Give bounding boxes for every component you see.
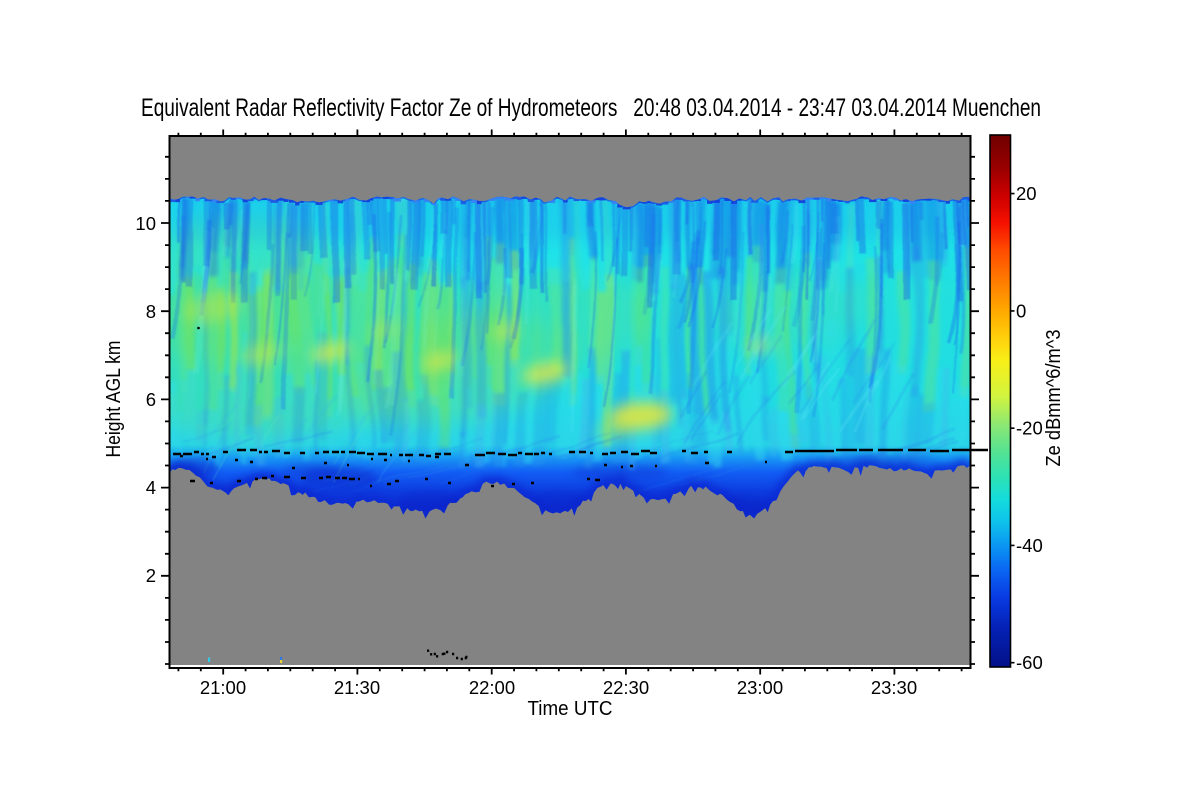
svg-text:0: 0 [1016,300,1026,321]
svg-text:23:00: 23:00 [737,677,783,698]
svg-text:22:00: 22:00 [469,677,515,698]
svg-text:22:30: 22:30 [603,677,649,698]
svg-text:-40: -40 [1016,535,1043,556]
svg-text:-20: -20 [1016,418,1043,439]
svg-text:21:30: 21:30 [334,677,380,698]
svg-text:-60: -60 [1016,652,1043,673]
svg-text:8: 8 [146,301,156,322]
svg-text:23:30: 23:30 [871,677,917,698]
svg-text:Time UTC: Time UTC [528,697,613,720]
svg-text:Ze dBmm^6/m^3: Ze dBmm^6/m^3 [1042,330,1065,467]
svg-text:4: 4 [146,477,156,498]
svg-text:Height AGL km: Height AGL km [102,341,125,458]
svg-text:Equivalent Radar Reflectivity: Equivalent Radar Reflectivity Factor Ze … [141,94,1041,122]
svg-text:2: 2 [146,565,156,586]
svg-text:21:00: 21:00 [200,677,246,698]
svg-text:20: 20 [1016,183,1037,204]
svg-text:10: 10 [135,213,156,234]
svg-text:6: 6 [146,389,156,410]
